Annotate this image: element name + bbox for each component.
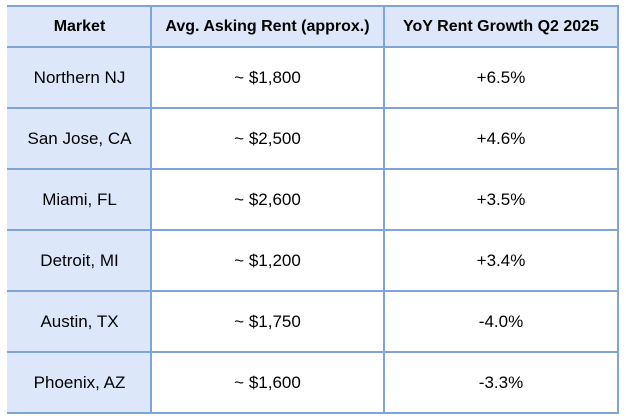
cell-rent: ~ $1,600 <box>150 351 385 414</box>
cell-growth: +4.6% <box>383 107 619 170</box>
table-row: Northern NJ ~ $1,800 +6.5% <box>7 46 619 109</box>
cell-growth: +3.4% <box>383 229 619 292</box>
cell-market: Austin, TX <box>7 290 152 353</box>
table-row: San Jose, CA ~ $2,500 +4.6% <box>7 107 619 170</box>
table-row: Detroit, MI ~ $1,200 +3.4% <box>7 229 619 292</box>
table-header-row: Market Avg. Asking Rent (approx.) YoY Re… <box>7 5 619 48</box>
cell-market: Miami, FL <box>7 168 152 231</box>
cell-growth: +6.5% <box>383 46 619 109</box>
cell-rent: ~ $1,750 <box>150 290 385 353</box>
cell-rent: ~ $1,200 <box>150 229 385 292</box>
cell-growth: +3.5% <box>383 168 619 231</box>
cell-market: Detroit, MI <box>7 229 152 292</box>
rent-comparison-table: Market Avg. Asking Rent (approx.) YoY Re… <box>7 5 619 414</box>
cell-market: San Jose, CA <box>7 107 152 170</box>
table-row: Miami, FL ~ $2,600 +3.5% <box>7 168 619 231</box>
column-header-market: Market <box>7 5 152 48</box>
column-header-avg-asking-rent: Avg. Asking Rent (approx.) <box>150 5 385 48</box>
cell-growth: -4.0% <box>383 290 619 353</box>
rent-table-container: Market Avg. Asking Rent (approx.) YoY Re… <box>7 5 619 414</box>
cell-growth: -3.3% <box>383 351 619 414</box>
column-header-yoy-rent-growth: YoY Rent Growth Q2 2025 <box>383 5 619 48</box>
table-row: Austin, TX ~ $1,750 -4.0% <box>7 290 619 353</box>
cell-market: Northern NJ <box>7 46 152 109</box>
cell-market: Phoenix, AZ <box>7 351 152 414</box>
cell-rent: ~ $2,600 <box>150 168 385 231</box>
table-row: Phoenix, AZ ~ $1,600 -3.3% <box>7 351 619 414</box>
cell-rent: ~ $1,800 <box>150 46 385 109</box>
cell-rent: ~ $2,500 <box>150 107 385 170</box>
